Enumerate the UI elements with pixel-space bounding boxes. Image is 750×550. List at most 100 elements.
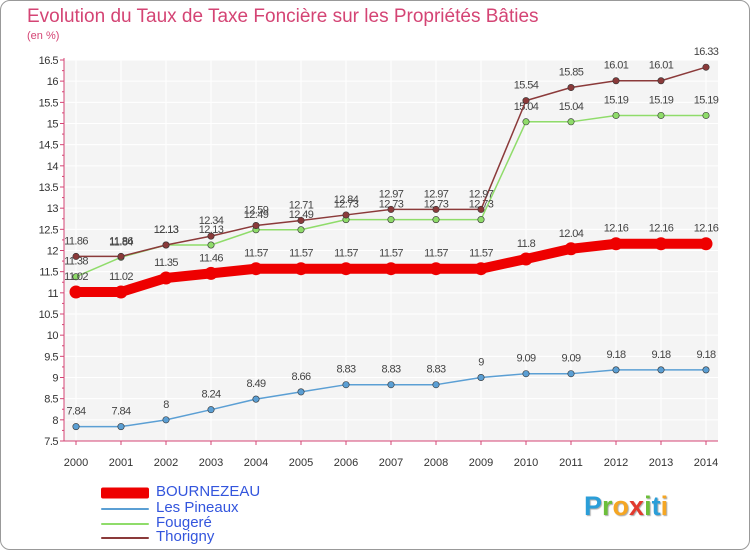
data-label: 11.38	[64, 256, 88, 268]
data-point	[204, 266, 218, 280]
data-label: 11.57	[469, 248, 493, 260]
data-point	[432, 216, 440, 224]
data-point	[342, 211, 350, 219]
data-label: 11.35	[154, 257, 178, 269]
data-label: 11.86	[109, 235, 133, 247]
data-point	[384, 262, 398, 276]
data-label: 11.02	[109, 271, 133, 283]
data-point	[657, 366, 665, 374]
data-label: 15.19	[694, 94, 719, 106]
data-point	[252, 222, 260, 230]
data-label: 12.49	[244, 209, 269, 221]
x-tick-label: 2000	[64, 457, 88, 469]
data-label: 15.04	[514, 101, 539, 113]
proxiti-logo: Proxiti	[584, 491, 668, 522]
legend-label: Thorigny	[156, 528, 215, 545]
data-label: 8.24	[201, 389, 220, 401]
data-point	[432, 381, 440, 389]
logo-letter: t	[651, 491, 661, 521]
logo-letter: x	[629, 491, 645, 521]
data-point	[567, 118, 575, 126]
data-label: 11.86	[64, 235, 88, 247]
logo-letter: i	[644, 491, 652, 521]
data-label: 12.84	[334, 194, 359, 206]
data-point	[612, 77, 620, 85]
y-tick-label: 12.5	[39, 224, 59, 236]
data-label: 9.18	[606, 349, 625, 361]
legend-swatch	[101, 487, 149, 499]
chart-title: Evolution du Taux de Taxe Foncière sur l…	[27, 6, 539, 27]
data-label: 8.83	[381, 364, 400, 376]
y-tick-label: 13	[47, 203, 59, 215]
data-point	[432, 205, 440, 213]
data-label: 8.49	[246, 378, 265, 390]
data-point	[162, 416, 170, 424]
data-point	[477, 205, 485, 213]
data-point	[69, 285, 83, 299]
data-label: 15.19	[649, 94, 674, 106]
data-point	[519, 252, 533, 266]
data-point	[207, 241, 215, 249]
data-label: 11.84	[109, 236, 133, 248]
x-tick-label: 2002	[154, 457, 178, 469]
data-label: 12.73	[424, 199, 449, 211]
data-point	[297, 226, 305, 234]
data-point	[657, 111, 665, 119]
data-point	[252, 395, 260, 403]
data-label: 12.97	[379, 188, 404, 200]
y-tick-label: 14.5	[39, 140, 59, 152]
data-label: 16.01	[604, 60, 629, 72]
x-tick-label: 2007	[379, 457, 403, 469]
x-tick-label: 2010	[514, 457, 538, 469]
legend-swatch	[101, 523, 149, 525]
logo-letter: i	[660, 491, 669, 521]
data-point	[564, 242, 578, 256]
data-label: 12.16	[649, 223, 674, 235]
data-point	[699, 237, 713, 251]
data-point	[657, 77, 665, 85]
data-point	[612, 111, 620, 119]
data-label: 11.46	[199, 252, 223, 264]
y-tick-label: 9.5	[44, 351, 58, 363]
data-label: 11.02	[64, 271, 88, 283]
data-label: 11.57	[244, 248, 268, 260]
series-fouger-: 11.38 11.84 12.13 12.13 12.49 12.49 12.73 12.73…	[64, 94, 719, 281]
data-point	[207, 406, 215, 414]
x-tick-label: 2006	[334, 457, 358, 469]
data-label: 15.04	[559, 101, 584, 113]
data-point	[72, 252, 80, 260]
data-point	[477, 216, 485, 224]
data-label: 12.16	[694, 223, 719, 235]
data-label: 12.73	[379, 199, 404, 211]
data-point	[702, 63, 710, 71]
data-label: 8	[163, 399, 169, 411]
x-tick-label: 2012	[604, 457, 628, 469]
data-point	[474, 262, 488, 276]
data-label: 9.18	[651, 349, 670, 361]
data-label: 15.54	[514, 80, 539, 92]
y-tick-label: 13.5	[39, 182, 59, 194]
data-point	[567, 84, 575, 92]
data-label: 9.09	[516, 353, 535, 365]
data-label: 12.73	[469, 199, 494, 211]
y-tick-label: 11.5	[39, 267, 58, 279]
series-les-pineaux: 7.84 7.84 8 8.24 8.49 8.66 8.83 8.83 8.83 9 9.09 9.…	[66, 349, 717, 431]
y-tick-label: 8.5	[44, 394, 58, 406]
logo-letter: P	[584, 491, 603, 521]
data-label: 16.01	[649, 60, 674, 72]
data-point	[654, 237, 668, 251]
data-point	[249, 262, 263, 276]
data-label: 8.83	[336, 364, 355, 376]
data-point	[567, 370, 575, 378]
data-point	[387, 381, 395, 389]
data-point	[429, 262, 443, 276]
data-point	[702, 366, 710, 374]
data-label: 12.97	[469, 188, 494, 200]
data-point	[387, 205, 395, 213]
data-label: 11.57	[334, 248, 358, 260]
data-point	[387, 216, 395, 224]
data-label: 12.13	[154, 224, 179, 236]
x-tick-label: 2005	[289, 457, 313, 469]
